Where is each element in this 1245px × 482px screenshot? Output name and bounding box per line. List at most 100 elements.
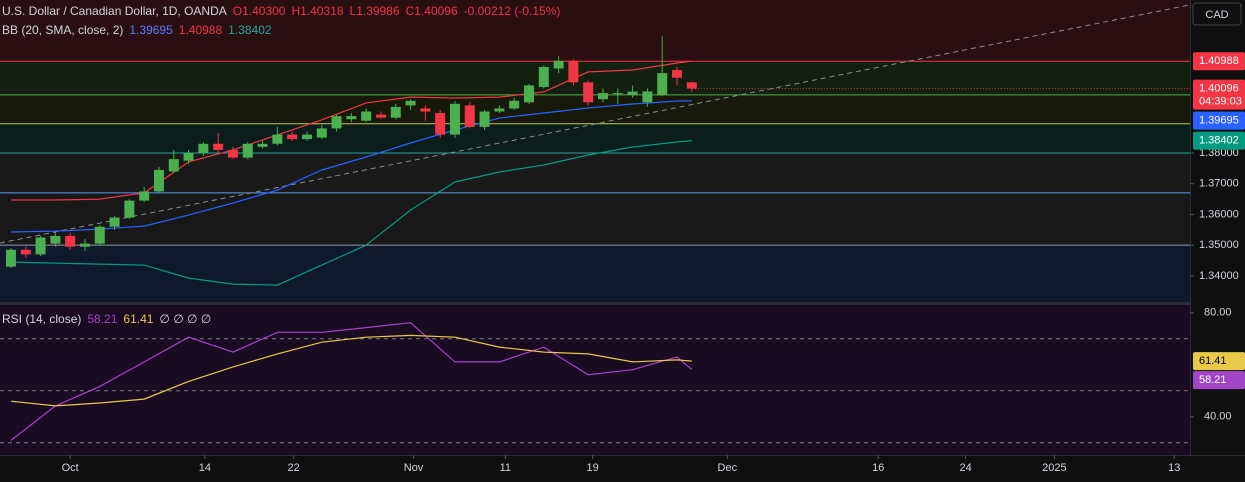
candle-body [65, 235, 76, 247]
candle-body [583, 82, 594, 103]
price-badge-label: 1.40988 [1199, 55, 1239, 67]
rsi-value: 58.21 [87, 312, 118, 326]
zone [0, 192, 1190, 246]
price-badge [1193, 79, 1245, 110]
price-badge [1193, 111, 1245, 130]
candle-body [494, 108, 505, 112]
price-badge-label: 1.39695 [1199, 115, 1239, 127]
rsi-line [10, 322, 693, 441]
symbol-legend: U.S. Dollar / Canadian Dollar, 1D, OANDA… [2, 4, 560, 18]
candle-body [35, 237, 46, 255]
candle-body [375, 114, 386, 118]
bollinger-band [10, 140, 692, 286]
candle-body [390, 106, 401, 118]
currency: CAD [1205, 9, 1228, 21]
bb-legend: BB (20, SMA, close, 2) 1.39695 1.40988 1… [2, 23, 272, 37]
candle-body [257, 143, 268, 147]
bb-basis: 1.39695 [129, 23, 173, 37]
candle-body [213, 143, 224, 150]
candle-body [612, 93, 623, 95]
rsi-tick-label: 80.00 [1204, 307, 1232, 319]
zone [0, 94, 1190, 124]
ohlc-high: H1.40318 [291, 4, 344, 18]
x-tick-label: 2025 [1042, 462, 1066, 474]
candle-body [139, 191, 150, 201]
candle-body [464, 105, 475, 127]
x-tick-label: 22 [288, 462, 300, 474]
zone [0, 152, 1190, 193]
price-badge [1193, 352, 1245, 371]
candle-body [553, 60, 564, 69]
candle-body [227, 149, 238, 158]
pane-separator [0, 302, 1245, 305]
candle-body [642, 91, 653, 103]
rsi-ma-value: 61.41 [123, 312, 154, 326]
zone [0, 0, 1190, 62]
bb-title: BB (20, SMA, close, 2) [2, 23, 124, 37]
price-badge [1193, 371, 1245, 390]
zone [0, 245, 1190, 302]
candle-body [183, 152, 194, 161]
candle-body [301, 134, 312, 140]
candle-body [5, 249, 16, 267]
bollinger-band [11, 60, 692, 201]
candle-body [671, 70, 682, 78]
candle-body [50, 235, 61, 244]
rsi-extra: ∅ ∅ ∅ ∅ [159, 312, 212, 326]
candle-body [79, 243, 90, 247]
x-tick-label: 24 [959, 462, 971, 474]
x-tick-label: 16 [872, 462, 884, 474]
candle-body [346, 116, 357, 120]
candle-body [657, 73, 668, 95]
rsi-line [10, 334, 692, 407]
price-badge-label: 58.21 [1199, 374, 1227, 386]
candle-body [331, 116, 342, 129]
rsi-tick-label: 40.00 [1204, 411, 1232, 423]
candle-body [94, 226, 105, 244]
rsi-legend: RSI (14, close) 58.21 61.41 ∅ ∅ ∅ ∅ [2, 312, 211, 326]
candle-body [627, 91, 638, 95]
zone [0, 61, 1190, 95]
x-tick-label: 14 [199, 462, 211, 474]
candle-body [449, 103, 460, 135]
y-tick-label: 1.37000 [1199, 178, 1239, 190]
price-badge-label: 61.41 [1199, 355, 1227, 367]
price-badge [1193, 131, 1245, 150]
candle-body [198, 143, 209, 153]
x-tick-label: Oct [62, 462, 79, 474]
currency-box [1192, 2, 1242, 26]
candle-body [538, 66, 549, 87]
candle-body [568, 60, 579, 83]
x-tick-label: Nov [404, 462, 424, 474]
price-badge [1193, 52, 1245, 71]
bollinger-band [10, 100, 692, 233]
candle-body [168, 159, 179, 172]
x-tick-label: 19 [587, 462, 599, 474]
rsi-background [0, 305, 1190, 455]
candle-body [153, 169, 164, 192]
candle-body [287, 134, 298, 140]
bb-lower: 1.38402 [228, 23, 272, 37]
price-badge-label: 1.40096 [1199, 83, 1239, 95]
symbol-title: U.S. Dollar / Canadian Dollar, 1D, OANDA [2, 4, 227, 18]
zone [0, 123, 1190, 153]
y-tick-label: 1.38000 [1199, 147, 1239, 159]
ohlc-close: C1.40096 [405, 4, 458, 18]
change: -0.00212 (-0.15%) [463, 4, 561, 18]
ohlc-low: L1.39986 [349, 4, 400, 18]
y-tick-label: 1.34000 [1199, 270, 1239, 282]
candle-body [435, 113, 446, 135]
price-badge-label: 1.38402 [1199, 135, 1239, 147]
y-tick-label: 1.35000 [1199, 239, 1239, 251]
candle-body [523, 85, 534, 103]
candle-body [405, 100, 416, 106]
countdown: 04:39:03 [1199, 96, 1242, 108]
ohlc-open: O1.40300 [232, 4, 286, 18]
candle-body [124, 200, 135, 218]
trendline [0, 4, 1191, 244]
x-tick-label: 13 [1168, 462, 1180, 474]
x-tick-label: 11 [500, 462, 511, 474]
candle-body [479, 111, 490, 127]
candle-body [20, 249, 31, 255]
